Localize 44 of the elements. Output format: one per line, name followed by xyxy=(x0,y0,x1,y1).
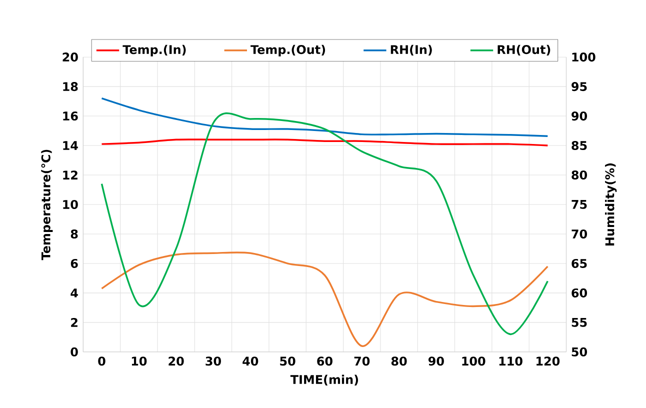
y2-tick-label: 50 xyxy=(572,347,588,356)
y2-tick-label: 65 xyxy=(572,259,587,268)
x-tick-label: 40 xyxy=(242,356,258,366)
y-tick-label: 18 xyxy=(63,82,78,92)
y-tick-label: 16 xyxy=(63,112,78,121)
x-tick-label: 30 xyxy=(206,356,221,366)
x-tick-label: 100 xyxy=(462,356,486,366)
y2-tick-label: 75 xyxy=(572,200,587,209)
y-tick-label: 6 xyxy=(70,259,78,268)
y-tick-label: 10 xyxy=(63,200,78,210)
x-tick-label: 60 xyxy=(317,356,332,366)
y2-tick-label: 55 xyxy=(572,318,587,327)
x-tick-label: 50 xyxy=(280,356,296,366)
y-tick-label: 8 xyxy=(70,230,78,239)
x-tick-label: 10 xyxy=(132,356,147,366)
legend-label: Temp.(Out) xyxy=(250,44,326,56)
y2-tick-label: 80 xyxy=(572,170,588,180)
y2-tick-label: 60 xyxy=(572,288,588,298)
y2-axis-title: Humidity(%) xyxy=(605,164,617,246)
y-tick-label: 20 xyxy=(62,52,78,62)
y2-tick-label: 90 xyxy=(572,112,588,121)
legend-label: Temp.(In) xyxy=(122,44,186,56)
y-tick-label: 4 xyxy=(70,288,78,298)
legend-label: RH(In) xyxy=(390,44,432,56)
line-series xyxy=(100,252,549,347)
y-tick-label: 14 xyxy=(63,141,78,150)
x-tick-label: 90 xyxy=(428,356,444,366)
x-tick-label: 70 xyxy=(354,356,370,366)
x-tick-label: 80 xyxy=(391,356,407,366)
y2-tick-label: 100 xyxy=(572,52,596,62)
y2-tick-label: 95 xyxy=(572,82,587,92)
y2-tick-label: 85 xyxy=(572,141,587,150)
y-tick-label: 12 xyxy=(63,170,78,180)
y-tick-label: 2 xyxy=(71,318,78,327)
legend-label: RH(Out) xyxy=(498,44,550,56)
x-tick-label: 20 xyxy=(168,356,184,366)
x-axis-title: TIME(min) xyxy=(290,374,358,386)
y-axis-title: Temperature(℃) xyxy=(41,150,53,260)
x-tick-label: 0 xyxy=(98,356,106,366)
x-tick-label: 120 xyxy=(536,356,560,366)
y-tick-label: 0 xyxy=(70,347,78,356)
line-series xyxy=(100,98,549,138)
y2-tick-label: 70 xyxy=(572,230,588,239)
x-tick-label: 110 xyxy=(499,356,522,366)
